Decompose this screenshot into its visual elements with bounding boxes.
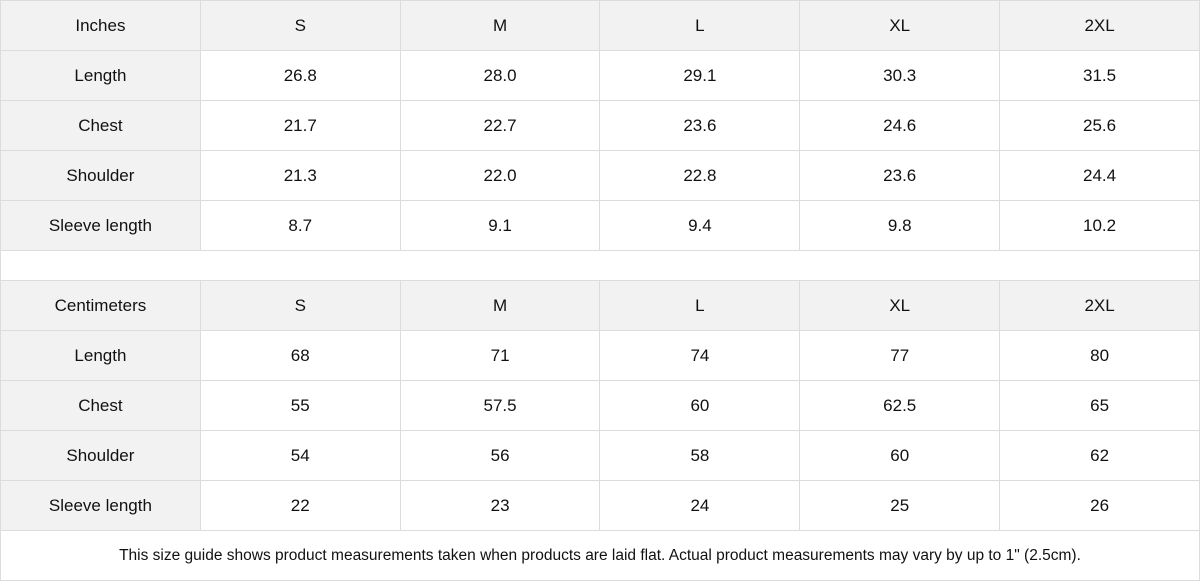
- table-row: Shoulder 21.3 22.0 22.8 23.6 24.4: [0, 150, 1200, 201]
- size-header: 2XL: [999, 0, 1200, 51]
- size-header: 2XL: [999, 280, 1200, 331]
- value-cell: 71: [399, 330, 601, 381]
- table-row: Length 68 71 74 77 80: [0, 330, 1200, 381]
- value-cell: 22.0: [399, 150, 601, 201]
- size-header: S: [199, 280, 401, 331]
- size-header: M: [399, 280, 601, 331]
- row-label: Shoulder: [0, 150, 201, 201]
- row-label: Sleeve length: [0, 480, 201, 531]
- table-row: Shoulder 54 56 58 60 62: [0, 430, 1200, 481]
- spacer-row: [0, 250, 1200, 281]
- value-cell: 8.7: [199, 200, 401, 251]
- value-cell: 54: [199, 430, 401, 481]
- value-cell: 10.2: [999, 200, 1200, 251]
- value-cell: 25.6: [999, 100, 1200, 151]
- size-header: L: [599, 280, 801, 331]
- table-row: Sleeve length 8.7 9.1 9.4 9.8 10.2: [0, 200, 1200, 251]
- row-label: Length: [0, 330, 201, 381]
- value-cell: 60: [799, 430, 1001, 481]
- size-header: S: [199, 0, 401, 51]
- size-header: M: [399, 0, 601, 51]
- size-header: L: [599, 0, 801, 51]
- value-cell: 74: [599, 330, 801, 381]
- value-cell: 22.7: [399, 100, 601, 151]
- size-guide-note: This size guide shows product measuremen…: [0, 530, 1200, 581]
- table-row: Sleeve length 22 23 24 25 26: [0, 480, 1200, 531]
- table-row: Chest 21.7 22.7 23.6 24.6 25.6: [0, 100, 1200, 151]
- row-label: Chest: [0, 380, 201, 431]
- value-cell: 65: [999, 380, 1200, 431]
- unit-header: Centimeters: [0, 280, 201, 331]
- note-row: This size guide shows product measuremen…: [0, 530, 1200, 581]
- value-cell: 9.4: [599, 200, 801, 251]
- value-cell: 68: [199, 330, 401, 381]
- unit-header: Inches: [0, 0, 201, 51]
- value-cell: 9.1: [399, 200, 601, 251]
- value-cell: 9.8: [799, 200, 1001, 251]
- table-row: Chest 55 57.5 60 62.5 65: [0, 380, 1200, 431]
- row-label: Shoulder: [0, 430, 201, 481]
- value-cell: 24.6: [799, 100, 1001, 151]
- header-row: Centimeters S M L XL 2XL: [0, 280, 1200, 331]
- value-cell: 28.0: [399, 50, 601, 101]
- value-cell: 57.5: [399, 380, 601, 431]
- value-cell: 58: [599, 430, 801, 481]
- value-cell: 23.6: [599, 100, 801, 151]
- value-cell: 29.1: [599, 50, 801, 101]
- row-label: Chest: [0, 100, 201, 151]
- value-cell: 55: [199, 380, 401, 431]
- value-cell: 23.6: [799, 150, 1001, 201]
- value-cell: 24.4: [999, 150, 1200, 201]
- value-cell: 21.7: [199, 100, 401, 151]
- row-label: Length: [0, 50, 201, 101]
- value-cell: 30.3: [799, 50, 1001, 101]
- value-cell: 60: [599, 380, 801, 431]
- value-cell: 24: [599, 480, 801, 531]
- value-cell: 25: [799, 480, 1001, 531]
- value-cell: 22.8: [599, 150, 801, 201]
- table-row: Length 26.8 28.0 29.1 30.3 31.5: [0, 50, 1200, 101]
- size-header: XL: [799, 0, 1001, 51]
- value-cell: 26.8: [199, 50, 401, 101]
- row-label: Sleeve length: [0, 200, 201, 251]
- size-header: XL: [799, 280, 1001, 331]
- value-cell: 26: [999, 480, 1200, 531]
- value-cell: 21.3: [199, 150, 401, 201]
- value-cell: 77: [799, 330, 1001, 381]
- value-cell: 23: [399, 480, 601, 531]
- value-cell: 56: [399, 430, 601, 481]
- value-cell: 22: [199, 480, 401, 531]
- value-cell: 62.5: [799, 380, 1001, 431]
- value-cell: 80: [999, 330, 1200, 381]
- value-cell: 31.5: [999, 50, 1200, 101]
- spacer-cell: [0, 250, 1200, 281]
- value-cell: 62: [999, 430, 1200, 481]
- header-row: Inches S M L XL 2XL: [0, 0, 1200, 51]
